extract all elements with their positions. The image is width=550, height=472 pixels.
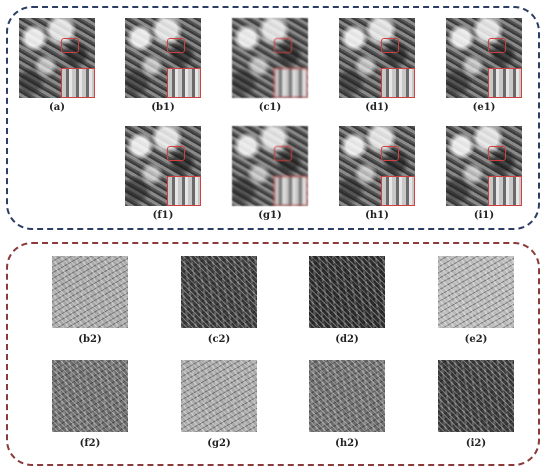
image-i1 <box>446 126 522 206</box>
label-e1: (e1) <box>472 102 496 113</box>
label-g1: (g1) <box>258 210 282 221</box>
label-c1: (c1) <box>258 102 282 113</box>
label-e2: (e2) <box>464 334 488 345</box>
label-f2: (f2) <box>79 438 101 449</box>
label-d1: (d1) <box>365 102 389 113</box>
roi-box <box>381 146 399 161</box>
label-a: (a) <box>49 102 65 113</box>
zoom-inset <box>381 176 415 206</box>
label-h1: (h1) <box>365 210 389 221</box>
label-i1: (i1) <box>473 210 495 221</box>
zoom-inset <box>488 176 522 206</box>
residual-f2 <box>52 360 128 432</box>
roi-box <box>167 38 185 53</box>
label-b1: (b1) <box>151 102 175 113</box>
image-f1 <box>125 126 201 206</box>
roi-box <box>61 38 79 53</box>
bottom-panel-border <box>6 242 540 466</box>
residual-d2 <box>309 256 385 328</box>
top-panel-border <box>6 6 540 230</box>
image-a <box>19 18 95 98</box>
image-h1 <box>339 126 415 206</box>
label-b2: (b2) <box>78 334 102 345</box>
image-d1 <box>339 18 415 98</box>
label-i2: (i2) <box>465 438 487 449</box>
label-c2: (c2) <box>207 334 231 345</box>
image-b1 <box>125 18 201 98</box>
image-e1 <box>446 18 522 98</box>
residual-h2 <box>309 360 385 432</box>
residual-b2 <box>52 256 128 328</box>
zoom-inset <box>167 176 201 206</box>
label-g2: (g2) <box>207 438 231 449</box>
zoom-inset <box>488 68 522 98</box>
residual-i2 <box>438 360 514 432</box>
zoom-inset <box>274 68 308 98</box>
label-f1: (f1) <box>152 210 174 221</box>
image-g1 <box>232 126 308 206</box>
residual-g2 <box>181 360 257 432</box>
roi-box <box>488 38 506 53</box>
roi-box <box>274 38 292 53</box>
zoom-inset <box>381 68 415 98</box>
roi-box <box>274 146 292 161</box>
zoom-inset <box>61 68 95 98</box>
roi-box <box>488 146 506 161</box>
zoom-inset <box>274 176 308 206</box>
image-c1 <box>232 18 308 98</box>
residual-e2 <box>438 256 514 328</box>
roi-box <box>167 146 185 161</box>
roi-box <box>381 38 399 53</box>
label-d2: (d2) <box>335 334 359 345</box>
residual-c2 <box>181 256 257 328</box>
label-h2: (h2) <box>335 438 359 449</box>
zoom-inset <box>167 68 201 98</box>
